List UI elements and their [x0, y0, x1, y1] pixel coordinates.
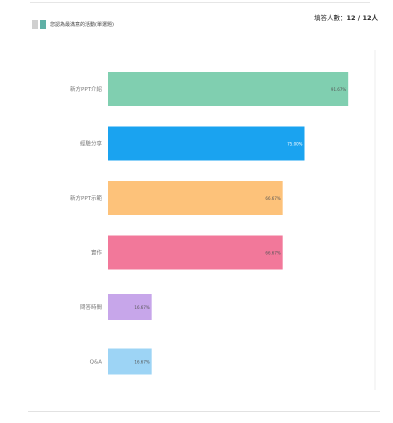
top-divider	[30, 2, 370, 3]
value-label: 75.00%	[287, 141, 302, 146]
category-label: 經驗分享	[80, 140, 103, 148]
legend-swatch-teal	[40, 20, 46, 29]
category-label: 新方PPT介紹	[70, 85, 102, 93]
legend-swatch-gray	[32, 20, 38, 29]
bar	[108, 72, 349, 106]
respondent-count-label: 填答人數：	[314, 14, 347, 22]
value-label: 66.67%	[265, 250, 280, 255]
bar	[108, 181, 283, 215]
legend: 您認為最滿意的活動(單選題)	[32, 20, 114, 29]
respondent-count-value: 12 / 12人	[346, 14, 379, 22]
value-label: 91.67%	[331, 87, 346, 92]
value-label: 16.67%	[134, 359, 149, 364]
category-label: 問答時間	[80, 303, 103, 311]
bar	[108, 348, 152, 375]
respondent-count: 填答人數：12 / 12人	[314, 12, 378, 22]
value-label: 66.67%	[265, 196, 280, 201]
bottom-divider	[28, 411, 380, 412]
bar	[108, 126, 305, 161]
legend-text: 您認為最滿意的活動(單選題)	[50, 22, 114, 28]
bar	[108, 294, 152, 320]
category-label: Q&A	[90, 360, 103, 366]
category-label: 實作	[91, 249, 103, 257]
bar-chart: 新方PPT介紹 91.67% 經驗分享 75.00% 新方PPT示範 66.67% 實作 66…	[70, 50, 376, 390]
category-label: 新方PPT示範	[70, 194, 102, 202]
bar	[108, 235, 283, 270]
value-label: 16.67%	[134, 305, 149, 310]
chart-area: 新方PPT介紹 91.67% 經驗分享 75.00% 新方PPT示範 66.67% 實作 66…	[30, 40, 380, 406]
